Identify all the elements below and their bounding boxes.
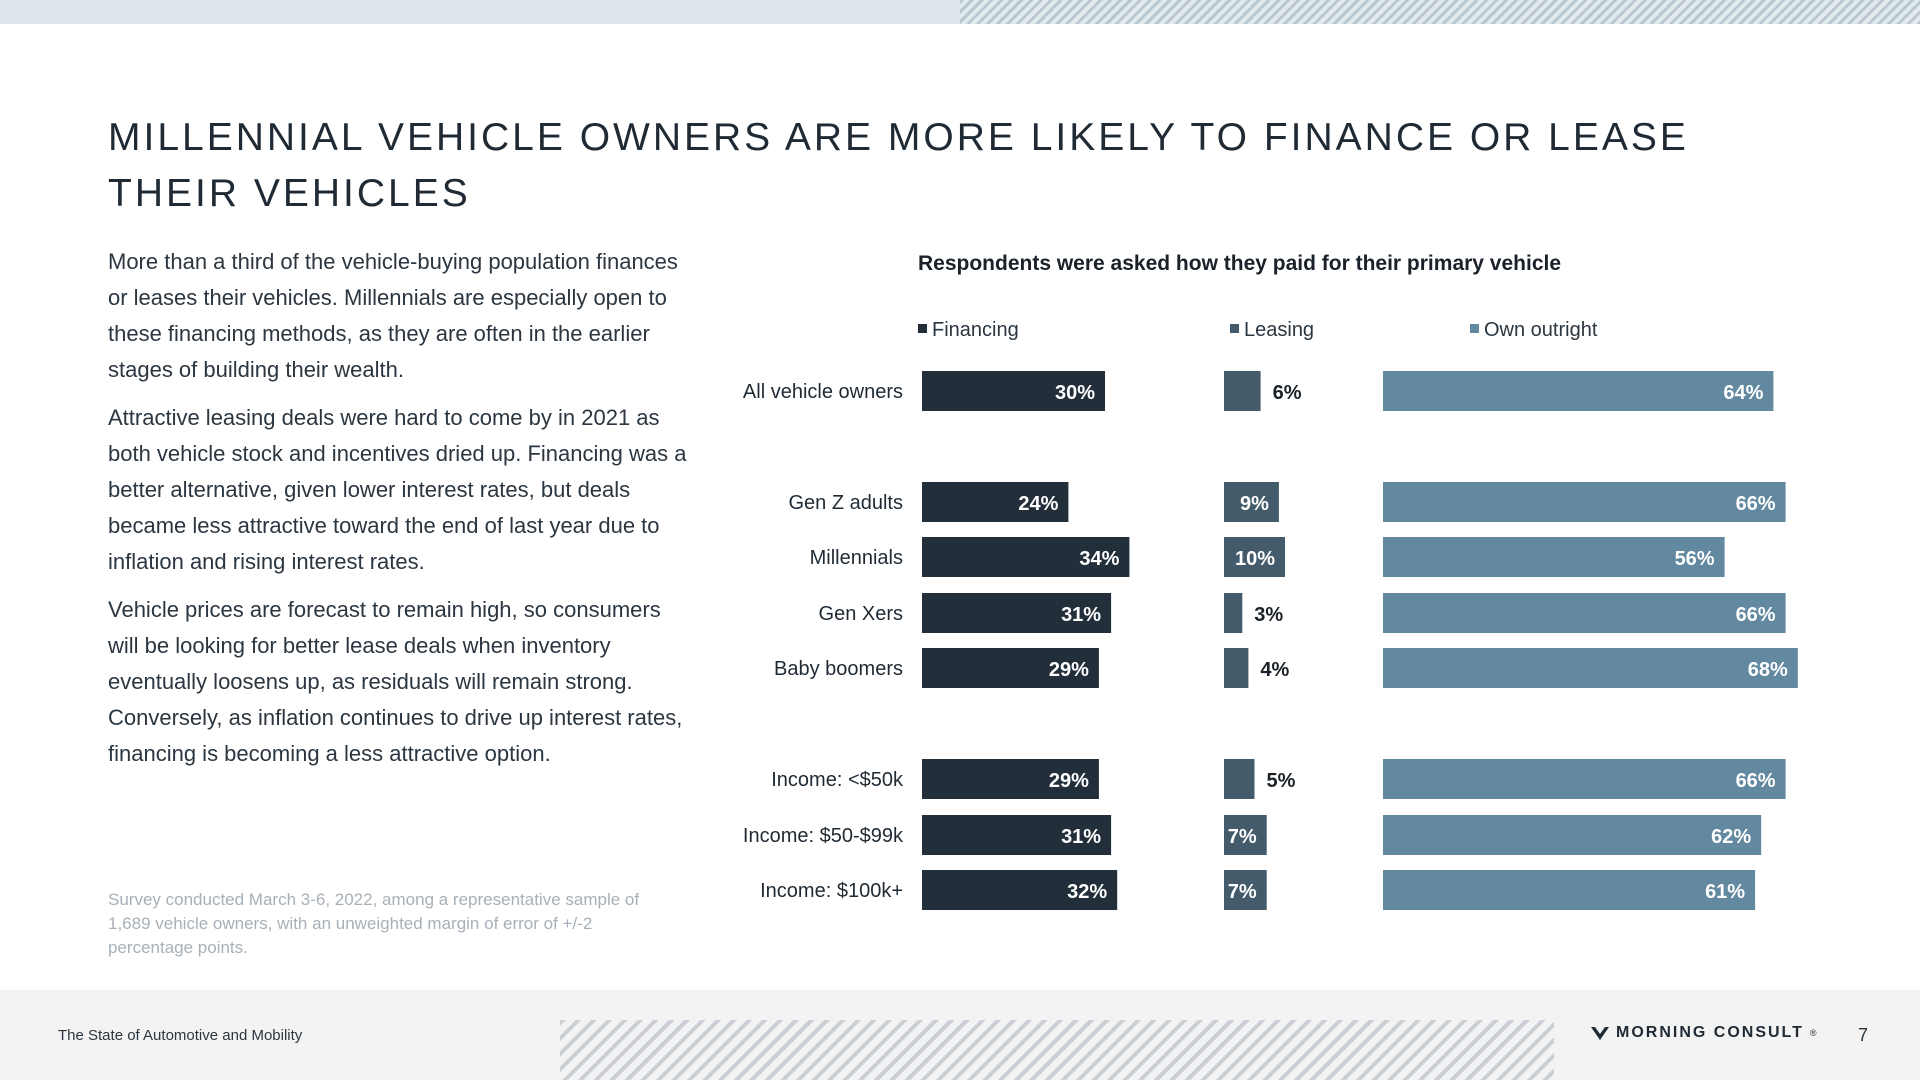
bar-own-outright-income-100k <box>1383 870 1756 910</box>
bar-financing-millennials <box>922 537 1130 577</box>
legend-label-own-outright: Own outright <box>1484 319 1598 341</box>
morning-consult-logo-icon <box>1591 1027 1609 1040</box>
bar-label-financing-millennials: 34% <box>1079 548 1119 570</box>
bar-label-own-outright-baby-boomers: 68% <box>1748 659 1788 681</box>
bar-label-leasing-baby-boomers: 4% <box>1260 659 1289 681</box>
bar-label-financing-income-50k: 29% <box>1049 770 1089 792</box>
chart-bars: 30% 24% 34% 31% 29% 29% 31% 32% 6% 9% 10% 3% 4% 5% 7% 7… <box>922 371 1798 910</box>
bar-label-financing-income-50-99k: 31% <box>1061 826 1101 848</box>
bar-own-outright-all-vehicle-owners <box>1383 371 1774 411</box>
bar-leasing-income-50-99k <box>1224 815 1267 855</box>
chart-title: Respondents were asked how they paid for… <box>918 252 1561 275</box>
bar-financing-income-50-99k <box>922 815 1112 855</box>
category-label-millennials: Millennials <box>810 547 903 569</box>
bar-label-leasing-all-vehicle-owners: 6% <box>1273 382 1302 404</box>
bar-own-outright-gen-z-adults <box>1383 482 1786 522</box>
top-decorative-band <box>0 0 1920 24</box>
bar-own-outright-gen-xers <box>1383 593 1786 633</box>
brand-name: MORNING CONSULT <box>1616 1024 1804 1041</box>
bar-label-leasing-gen-xers: 3% <box>1254 604 1283 626</box>
legend-swatch-financing <box>918 324 927 333</box>
chart-legend: Financing Leasing Own outright <box>918 319 1598 341</box>
report-name: The State of Automotive and Mobility <box>58 1027 303 1044</box>
bar-label-financing-income-100k: 32% <box>1067 881 1107 903</box>
bar-label-financing-gen-xers: 31% <box>1061 604 1101 626</box>
category-label-gen-z-adults: Gen Z adults <box>788 492 903 514</box>
bar-leasing-income-50k <box>1224 759 1255 799</box>
bar-label-leasing-gen-z-adults: 9% <box>1240 493 1269 515</box>
category-label-income-50k: Income: <$50k <box>771 769 904 791</box>
category-labels: All vehicle owners Gen Z adults Millennial… <box>743 381 904 902</box>
brand-logo: MORNING CONSULT ® <box>1590 1024 1817 1042</box>
legend-swatch-leasing <box>1230 324 1239 333</box>
bar-financing-all-vehicle-owners <box>922 371 1105 411</box>
payment-method-bar-chart: Respondents were asked how they paid for… <box>743 252 1798 910</box>
bar-financing-gen-xers <box>922 593 1112 633</box>
category-label-gen-xers: Gen Xers <box>819 603 903 625</box>
paragraph-1: More than a third of the vehicle-buying … <box>108 249 678 382</box>
paragraph-2: Attractive leasing deals were hard to co… <box>108 405 687 574</box>
bar-label-leasing-income-100k: 7% <box>1228 881 1257 903</box>
bar-leasing-all-vehicle-owners <box>1224 371 1261 411</box>
survey-footnote: Survey conducted March 3-6, 2022, among … <box>108 890 640 957</box>
category-label-income-50-99k: Income: $50-$99k <box>743 825 904 847</box>
page-number: 7 <box>1858 1025 1869 1045</box>
category-label-baby-boomers: Baby boomers <box>774 658 903 680</box>
top-stripe-pattern <box>960 0 1920 24</box>
bar-leasing-millennials <box>1224 537 1285 577</box>
bar-label-financing-gen-z-adults: 24% <box>1018 493 1058 515</box>
category-label-income-100k: Income: $100k+ <box>760 880 903 902</box>
bar-label-financing-all-vehicle-owners: 30% <box>1055 382 1095 404</box>
body-text: More than a third of the vehicle-buying … <box>108 244 688 784</box>
bar-label-leasing-millennials: 10% <box>1235 548 1275 570</box>
bar-leasing-gen-xers <box>1224 593 1243 633</box>
paragraph-3: Vehicle prices are forecast to remain hi… <box>108 597 683 766</box>
bar-label-own-outright-gen-xers: 66% <box>1736 604 1776 626</box>
legend-label-financing: Financing <box>932 319 1019 341</box>
bar-leasing-baby-boomers <box>1224 648 1249 688</box>
bar-label-own-outright-income-50-99k: 62% <box>1711 826 1751 848</box>
bar-label-own-outright-income-100k: 61% <box>1705 881 1745 903</box>
bar-label-leasing-income-50-99k: 7% <box>1228 826 1257 848</box>
bar-label-own-outright-gen-z-adults: 66% <box>1736 493 1776 515</box>
category-label-all-vehicle-owners: All vehicle owners <box>743 381 903 403</box>
bar-leasing-income-100k <box>1224 870 1267 910</box>
bar-own-outright-income-50-99k <box>1383 815 1762 855</box>
bar-label-financing-baby-boomers: 29% <box>1049 659 1089 681</box>
bar-own-outright-millennials <box>1383 537 1725 577</box>
bar-financing-income-50k <box>922 759 1099 799</box>
bar-financing-baby-boomers <box>922 648 1099 688</box>
bar-own-outright-baby-boomers <box>1383 648 1798 688</box>
bar-label-own-outright-all-vehicle-owners: 64% <box>1723 382 1763 404</box>
page-title: MILLENNIAL VEHICLE OWNERS ARE MORE LIKEL… <box>108 116 1689 215</box>
legend-label-leasing: Leasing <box>1244 319 1314 341</box>
legend-swatch-own-outright <box>1470 324 1479 333</box>
bar-label-leasing-income-50k: 5% <box>1267 770 1296 792</box>
bar-financing-income-100k <box>922 870 1118 910</box>
bar-financing-gen-z-adults <box>922 482 1069 522</box>
bar-leasing-gen-z-adults <box>1224 482 1279 522</box>
bar-label-own-outright-millennials: 56% <box>1675 548 1715 570</box>
footer-stripe-pattern <box>560 1020 1554 1080</box>
brand-trademark: ® <box>1809 1028 1817 1038</box>
bar-label-own-outright-income-50k: 66% <box>1736 770 1776 792</box>
bar-own-outright-income-50k <box>1383 759 1786 799</box>
